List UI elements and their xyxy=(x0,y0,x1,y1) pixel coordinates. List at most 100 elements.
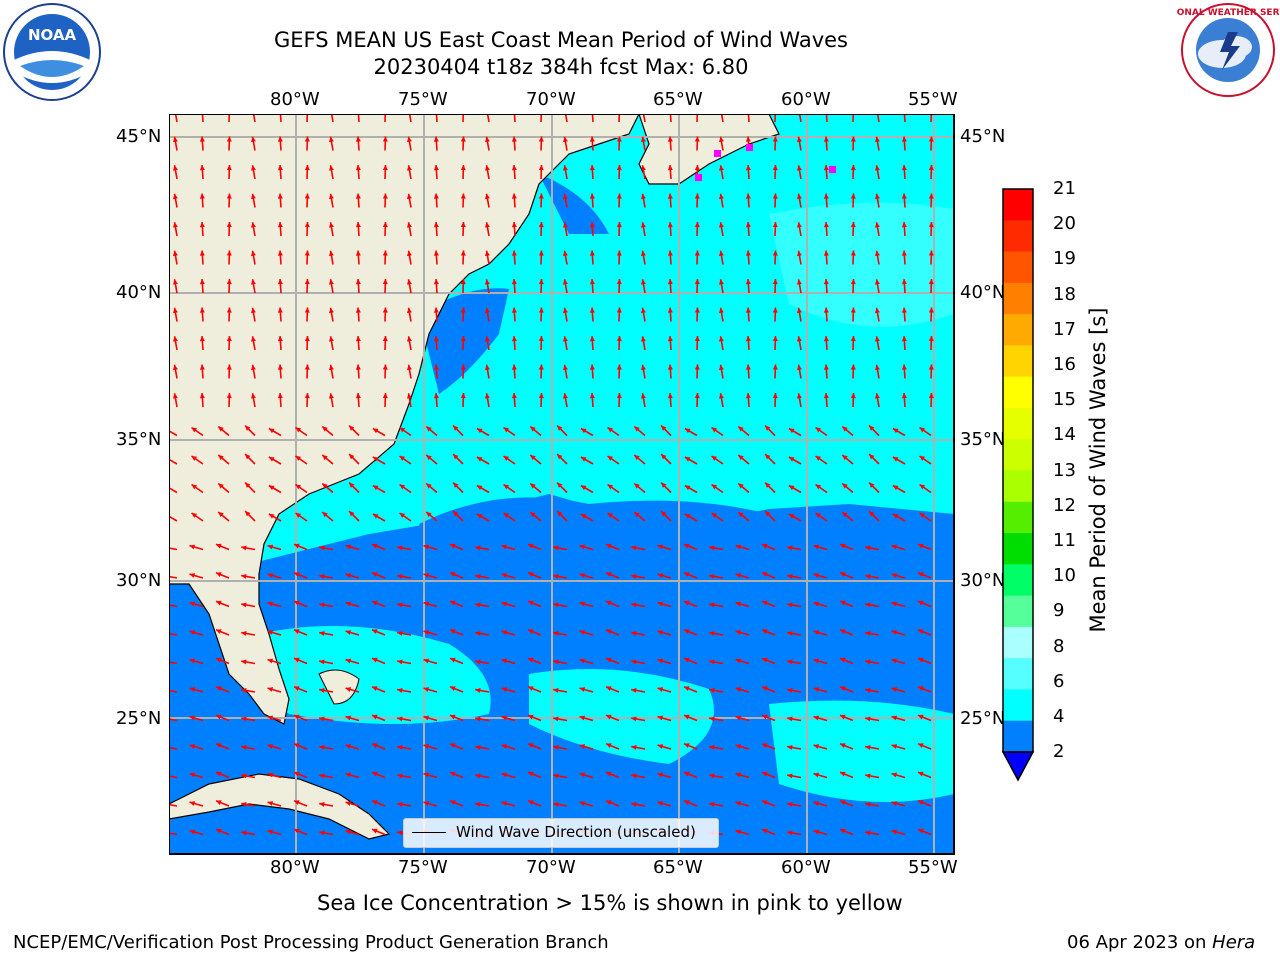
wind-arrow-head xyxy=(538,165,544,171)
wind-arrow-head xyxy=(355,336,361,342)
wind-arrow-head xyxy=(667,393,673,399)
wind-arrow-head xyxy=(772,393,778,399)
colorbar-segment xyxy=(1003,533,1033,565)
wind-arrow-head xyxy=(423,544,430,550)
wind-arrow-head xyxy=(562,279,568,285)
wind-arrow-head xyxy=(319,801,325,807)
wind-arrow-head xyxy=(579,801,586,806)
wind-arrow-head xyxy=(762,543,768,549)
wind-arrow-head xyxy=(553,801,559,807)
wind-arrow-head xyxy=(501,601,508,607)
footer-left: NCEP/EMC/Verification Post Processing Pr… xyxy=(13,932,609,953)
wind-arrow-head xyxy=(277,364,283,370)
wind-arrow-head xyxy=(476,514,483,519)
wind-arrow-head xyxy=(475,801,481,807)
wind-arrow-head xyxy=(199,364,205,370)
wind-arrow-head xyxy=(640,393,646,399)
wind-arrow-head xyxy=(711,484,718,490)
wind-arrow-head xyxy=(460,336,466,342)
wind-arrow-head xyxy=(189,658,196,664)
wind-arrow-head xyxy=(484,222,490,228)
wind-arrow-head xyxy=(423,630,430,635)
wind-arrow-head xyxy=(267,630,274,635)
wind-arrow-head xyxy=(684,686,690,691)
wind-arrow-head xyxy=(634,483,640,489)
wind-arrow-head xyxy=(503,512,510,518)
colorbar-tick-label: 4 xyxy=(1053,706,1065,727)
wind-arrow-head xyxy=(423,772,430,778)
wind-arrow-head xyxy=(538,307,544,313)
wind-arrow-head xyxy=(172,165,178,171)
wind-arrow-head xyxy=(667,364,673,370)
wind-arrow-head xyxy=(735,801,742,806)
wind-arrow-head xyxy=(718,393,724,399)
wind-arrow-head xyxy=(172,222,178,228)
wind-arrow-head xyxy=(277,336,283,342)
wind-arrow-head xyxy=(553,545,559,551)
wind-arrow-head xyxy=(406,307,412,314)
wind-arrow-head xyxy=(762,828,768,834)
wind-arrow-head xyxy=(762,657,768,663)
wind-arrow-head xyxy=(199,307,205,313)
footer-host: Hera xyxy=(1212,932,1256,953)
wind-arrow-head xyxy=(891,573,898,578)
wind-arrow-head xyxy=(476,485,483,491)
wind-arrow-head xyxy=(718,250,724,257)
wind-arrow-head xyxy=(372,600,378,606)
wind-arrow-head xyxy=(631,687,637,693)
wind-arrow-head xyxy=(250,250,256,257)
wind-arrow-head xyxy=(319,773,325,779)
wind-arrow-head xyxy=(267,801,274,806)
wind-arrow-head xyxy=(423,687,430,692)
wind-arrow-head xyxy=(891,544,898,550)
wind-arrow-head xyxy=(345,573,352,578)
wind-arrow-head xyxy=(667,222,673,228)
wind-arrow-head xyxy=(684,743,690,748)
wind-arrow-head xyxy=(475,545,481,551)
wind-arrow-head xyxy=(918,743,924,748)
wind-arrow-head xyxy=(372,686,378,691)
wind-arrow-head xyxy=(840,572,846,577)
wind-arrow-head xyxy=(694,279,700,285)
wind-arrow-head xyxy=(216,543,222,549)
colorbar-segment xyxy=(1003,626,1033,659)
wind-arrow-head xyxy=(511,307,517,313)
wind-arrow-head xyxy=(631,630,637,636)
colorbar-label: Mean Period of Wind Waves [s] xyxy=(1086,307,1110,633)
wind-arrow-head xyxy=(745,364,751,370)
wind-arrow-head xyxy=(450,800,456,805)
wind-arrow-head xyxy=(450,743,456,748)
wind-arrow-head xyxy=(787,830,793,836)
wind-arrow-head xyxy=(267,744,274,749)
lon-label-bottom-80w: 80°W xyxy=(270,857,320,878)
wind-arrow-head xyxy=(423,601,430,607)
wind-arrow-shaft xyxy=(169,803,178,807)
wind-arrow-head xyxy=(241,659,247,665)
wind-arrow-head xyxy=(607,484,614,490)
colorbar-tick-label: 2 xyxy=(1053,741,1065,763)
wind-arrow-head xyxy=(718,136,724,143)
wind-arrow-head xyxy=(433,336,439,342)
wind-arrow-head xyxy=(865,659,871,665)
wind-arrow-head xyxy=(823,393,829,399)
wind-arrow-head xyxy=(787,630,793,636)
wind-arrow-head xyxy=(250,279,256,285)
wind-arrow-head xyxy=(745,336,751,342)
wind-arrow-head xyxy=(694,307,700,313)
wind-arrow-head xyxy=(355,222,361,228)
wind-arrow-head xyxy=(267,544,274,550)
noaa-logo-text: NOAA xyxy=(28,26,77,44)
wind-arrow-head xyxy=(684,657,690,663)
wind-arrow-head xyxy=(842,426,848,432)
wind-arrow-head xyxy=(528,743,534,748)
wind-arrow-head xyxy=(501,772,508,778)
wind-arrow-head xyxy=(589,222,595,228)
wind-arrow-head xyxy=(433,250,439,256)
wind-arrow-head xyxy=(268,514,275,519)
wind-arrow-head xyxy=(426,455,432,461)
noaa-logo: NOAA xyxy=(3,3,101,101)
wind-arrow-shaft xyxy=(642,114,646,123)
wind-arrow-head xyxy=(891,601,898,607)
wind-arrow-head xyxy=(226,336,232,342)
wind-arrow-head xyxy=(294,743,300,748)
